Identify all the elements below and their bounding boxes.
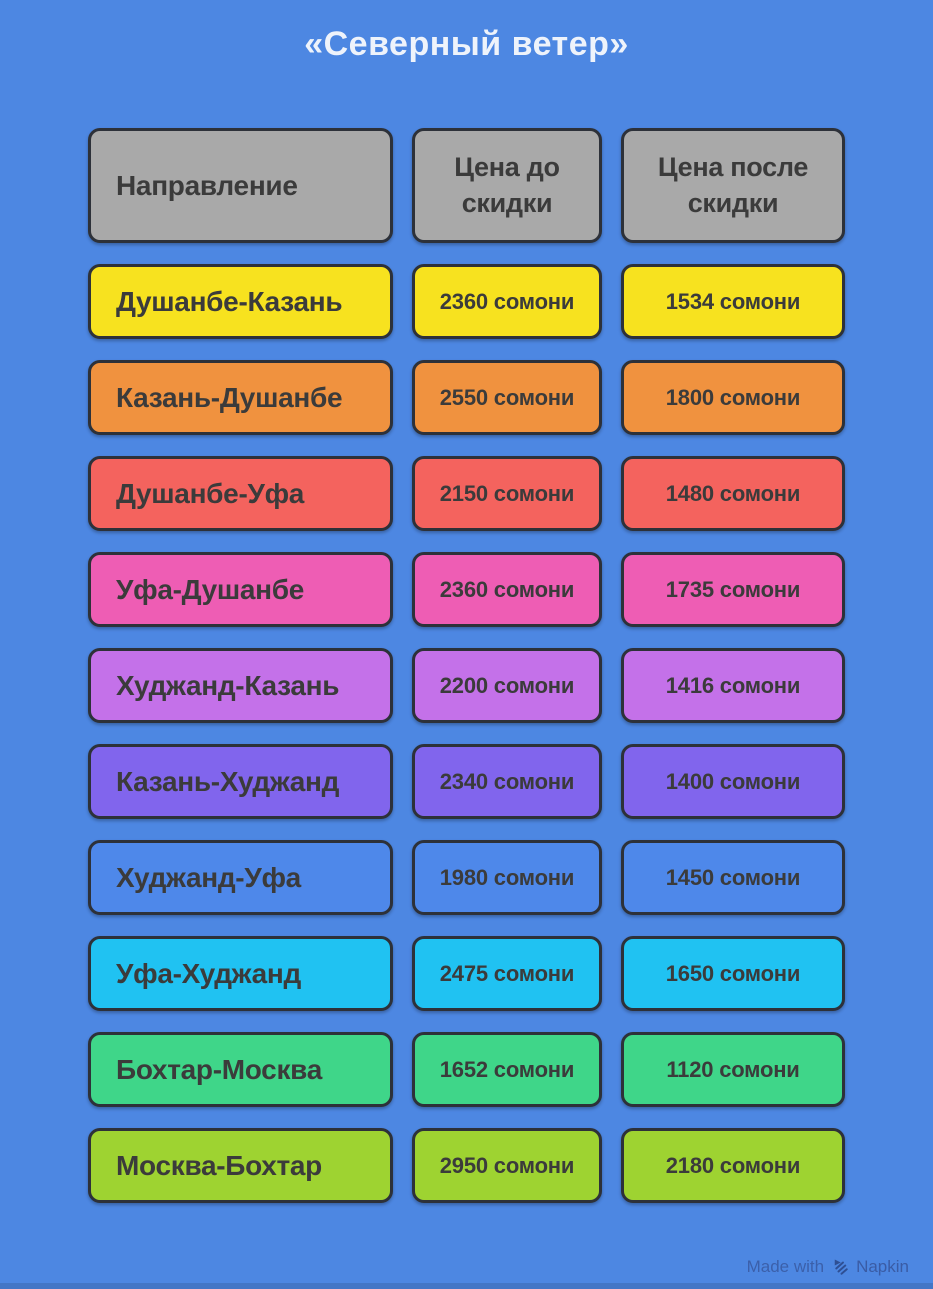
- direction-cell: Душанбе-Уфа: [88, 456, 393, 531]
- direction-cell: Худжанд-Уфа: [88, 840, 393, 915]
- column-header-direction: Направление: [88, 128, 393, 243]
- direction-cell: Худжанд-Казань: [88, 648, 393, 723]
- direction-cell: Уфа-Душанбе: [88, 552, 393, 627]
- price-before-cell: 2360 сомони: [412, 264, 602, 339]
- price-after-cell: 1480 сомони: [621, 456, 845, 531]
- direction-cell: Москва-Бохтар: [88, 1128, 393, 1203]
- watermark-prefix: Made with: [746, 1257, 825, 1276]
- price-before-cell: 2475 сомони: [412, 936, 602, 1011]
- price-before-cell: 2200 сомони: [412, 648, 602, 723]
- made-with-napkin: Made with Napkin: [747, 1257, 909, 1277]
- price-before-cell: 2360 сомони: [412, 552, 602, 627]
- price-before-cell: 2950 сомони: [412, 1128, 602, 1203]
- bottom-edge-shade: [0, 1283, 933, 1289]
- page-title: «Северный ветер»: [304, 25, 629, 63]
- price-after-cell: 1534 сомони: [621, 264, 845, 339]
- price-before-cell: 2340 сомони: [412, 744, 602, 819]
- direction-cell: Казань-Худжанд: [88, 744, 393, 819]
- price-before-cell: 1980 сомони: [412, 840, 602, 915]
- price-before-cell: 2150 сомони: [412, 456, 602, 531]
- direction-cell: Душанбе-Казань: [88, 264, 393, 339]
- price-after-cell: 2180 сомони: [621, 1128, 845, 1203]
- price-after-cell: 1416 сомони: [621, 648, 845, 723]
- napkin-zap-icon: [831, 1258, 849, 1276]
- price-after-cell: 1120 сомони: [621, 1032, 845, 1107]
- watermark-brand: Napkin: [856, 1257, 909, 1276]
- column-header-price-after: Цена после скидки: [621, 128, 845, 243]
- direction-cell: Казань-Душанбе: [88, 360, 393, 435]
- price-after-cell: 1735 сомони: [621, 552, 845, 627]
- fares-table: Направление Цена до скидки Цена после ск…: [88, 128, 845, 1203]
- price-after-cell: 1450 сомони: [621, 840, 845, 915]
- direction-cell: Бохтар-Москва: [88, 1032, 393, 1107]
- price-before-cell: 1652 сомони: [412, 1032, 602, 1107]
- price-before-cell: 2550 сомони: [412, 360, 602, 435]
- price-after-cell: 1650 сомони: [621, 936, 845, 1011]
- price-after-cell: 1800 сомони: [621, 360, 845, 435]
- direction-cell: Уфа-Худжанд: [88, 936, 393, 1011]
- column-header-price-before: Цена до скидки: [412, 128, 602, 243]
- price-after-cell: 1400 сомони: [621, 744, 845, 819]
